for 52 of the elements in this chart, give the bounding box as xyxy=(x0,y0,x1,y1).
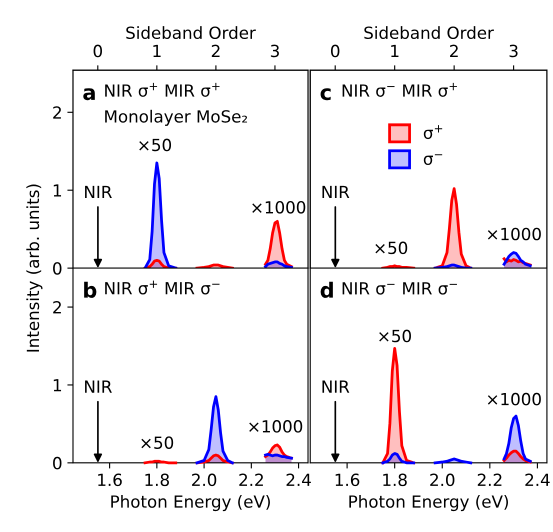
legend-label: σ$^{−}$ xyxy=(424,154,442,166)
text: NIR σ$^{+}$ MIR σ$^{+}$ xyxy=(105,82,220,97)
legend-label: σ$^{+}$ xyxy=(424,125,442,140)
x-tick-label: 2.4 xyxy=(286,474,311,486)
x2-tick-label: 2 xyxy=(212,44,220,58)
y-tick-label: 2 xyxy=(53,301,61,314)
x2-tick-label: 3 xyxy=(510,44,518,58)
text: c xyxy=(320,88,331,100)
annotation: ×1000 xyxy=(249,420,302,433)
x-tick-label: 2.2 xyxy=(239,474,263,486)
x2-axis-title: Sideband Order xyxy=(126,26,256,40)
x-tick-label: 2.0 xyxy=(192,474,216,486)
y-tick-label: 0 xyxy=(53,262,62,275)
x2-tick-label: 3 xyxy=(270,44,279,58)
annotation: ×1000 xyxy=(488,392,541,406)
annotation: ×50 xyxy=(379,330,411,342)
x-tick-label: 1.8 xyxy=(383,474,407,486)
x2-tick-label: 1 xyxy=(153,44,161,58)
x-axis-title: Photon Energy (eV) xyxy=(349,494,508,512)
annotation: NIR xyxy=(85,186,112,198)
annotation: NIR xyxy=(322,186,350,198)
x-tick-label: 1.8 xyxy=(145,474,169,486)
annotation: ×1000 xyxy=(488,228,541,240)
x-axis-title: Photon Energy (eV) xyxy=(111,494,270,512)
text: d xyxy=(320,282,333,298)
text: b xyxy=(84,282,96,298)
annotation: ×50 xyxy=(141,436,174,449)
annotation: ×50 xyxy=(139,138,172,152)
x2-axis-title: Sideband Order xyxy=(364,26,494,40)
y-tick-label: 2 xyxy=(53,106,61,119)
annotation: ×1000 xyxy=(252,200,306,214)
y-axis-title: Intensity (arb. units) xyxy=(26,184,42,352)
x2-tick-label: 0 xyxy=(331,44,340,58)
x-tick-label: 2.0 xyxy=(430,474,454,486)
x-tick-label: 1.6 xyxy=(98,474,122,486)
annotation: NIR xyxy=(322,380,350,393)
text: NIR σ$^{−}$ MIR σ$^{+}$ xyxy=(342,82,457,97)
text: NIR σ$^{−}$ MIR σ$^{−}$ xyxy=(342,282,457,295)
text: a xyxy=(83,88,95,100)
annotation: Monolayer MoSe₂ xyxy=(105,110,248,126)
annotation: ×50 xyxy=(375,242,408,254)
y-tick-label: 0 xyxy=(53,456,62,470)
x-tick-label: 2.4 xyxy=(525,474,550,486)
x-tick-label: 1.6 xyxy=(336,474,360,486)
x2-tick-label: 2 xyxy=(450,44,458,58)
text: NIR σ$^{+}$ MIR σ$^{−}$ xyxy=(105,280,220,295)
x-tick-label: 2.2 xyxy=(478,474,502,486)
annotation: NIR xyxy=(85,380,112,393)
x2-tick-label: 0 xyxy=(94,44,102,58)
x2-tick-label: 1 xyxy=(391,44,398,58)
y-tick-label: 1 xyxy=(54,184,62,197)
y-tick-label: 1 xyxy=(54,379,62,392)
